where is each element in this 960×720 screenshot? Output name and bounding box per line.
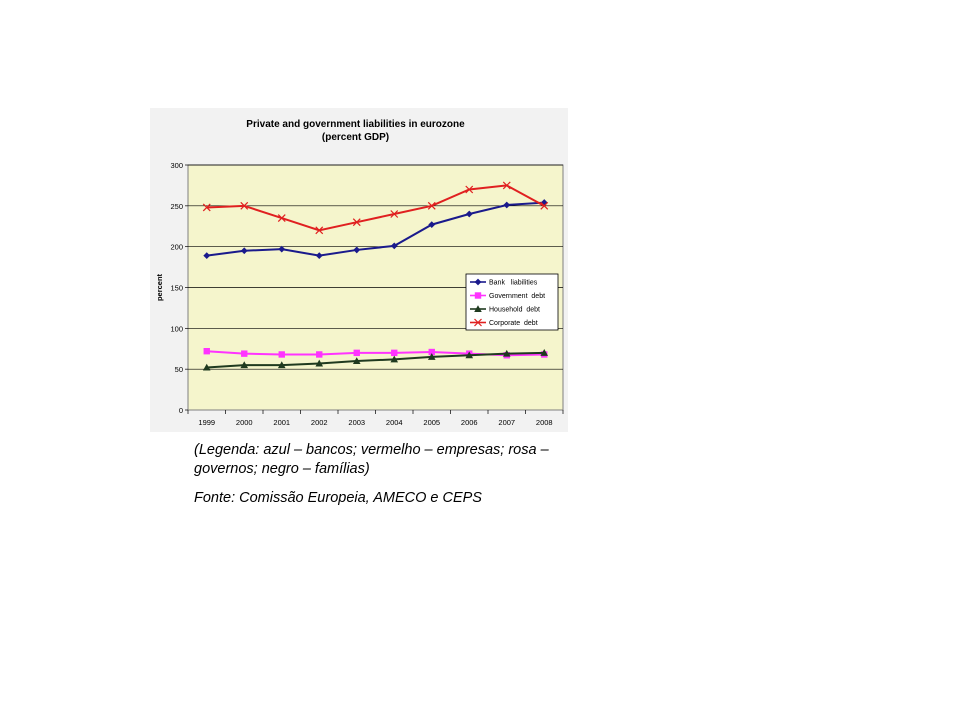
x-tick-label: 2001	[273, 418, 290, 427]
x-tick-label: 2004	[386, 418, 403, 427]
data-point	[202, 203, 211, 212]
data-point	[315, 226, 324, 235]
data-point	[427, 201, 436, 210]
data-point	[540, 201, 549, 210]
data-point	[502, 181, 511, 190]
data-point	[390, 210, 399, 218]
source-caption: Fonte: Comissão Europeia, AMECO e CEPS	[194, 490, 482, 506]
y-tick-label: 50	[175, 365, 183, 374]
data-point	[352, 357, 361, 364]
y-axis-label: percent	[155, 273, 164, 301]
series-line	[206, 184, 545, 232]
data-point	[353, 349, 360, 357]
data-point	[391, 349, 398, 357]
data-point	[203, 348, 210, 355]
data-point	[240, 361, 249, 369]
data-point	[502, 349, 511, 357]
data-point	[202, 363, 211, 371]
data-point	[352, 218, 361, 227]
data-point	[315, 359, 324, 367]
chart-title-line: (percent GDP)	[322, 132, 389, 143]
legend-box	[465, 273, 559, 331]
legend-marker	[474, 318, 482, 327]
legend-marker	[474, 278, 482, 286]
legend-caption: (Legenda: azul – bancos; vermelho – empr…	[194, 442, 549, 477]
y-tick-label: 0	[179, 406, 183, 415]
y-tick-label: 200	[170, 243, 183, 252]
x-tick-label: 1999	[198, 418, 215, 427]
data-point	[540, 349, 549, 356]
data-point	[316, 351, 323, 358]
chart-title-line: Private and government liabilities in eu…	[246, 119, 465, 130]
y-tick-label: 150	[170, 284, 183, 293]
legend-marker	[474, 305, 482, 312]
data-point	[241, 350, 248, 357]
data-point	[240, 201, 249, 210]
y-tick-label: 300	[170, 161, 183, 170]
data-point	[503, 201, 511, 209]
data-point	[540, 199, 548, 206]
data-point	[390, 355, 399, 363]
x-tick-label: 2002	[311, 418, 328, 427]
data-point	[428, 221, 436, 229]
x-tick-label: 2007	[498, 418, 515, 427]
series-line	[206, 351, 545, 369]
x-tick-label: 2003	[348, 418, 365, 427]
legend-marker	[474, 292, 482, 299]
chart-frame: Private and government liabilities in eu…	[150, 108, 568, 432]
series-line	[206, 201, 545, 257]
legend-label: Household debt	[489, 307, 540, 314]
y-tick-label: 250	[170, 202, 183, 211]
data-point	[277, 214, 286, 223]
x-tick-label: 2008	[536, 418, 553, 427]
data-point	[240, 247, 248, 255]
x-tick-label: 2006	[461, 418, 478, 427]
data-point	[465, 210, 473, 218]
y-tick-label: 100	[170, 324, 183, 333]
legend-label: Government debt	[489, 293, 545, 300]
line-chart: Private and government liabilities in eu…	[150, 108, 568, 432]
data-point	[278, 351, 285, 358]
data-point	[427, 353, 436, 360]
data-point	[465, 185, 474, 194]
data-point	[465, 351, 474, 359]
data-point	[277, 361, 286, 369]
x-tick-label: 2000	[236, 418, 253, 427]
legend-label: Corporate debt	[489, 320, 538, 327]
data-point	[203, 252, 211, 260]
x-tick-label: 2005	[423, 418, 440, 427]
legend-label: Bank liabilities	[489, 280, 538, 287]
data-point	[428, 348, 435, 356]
